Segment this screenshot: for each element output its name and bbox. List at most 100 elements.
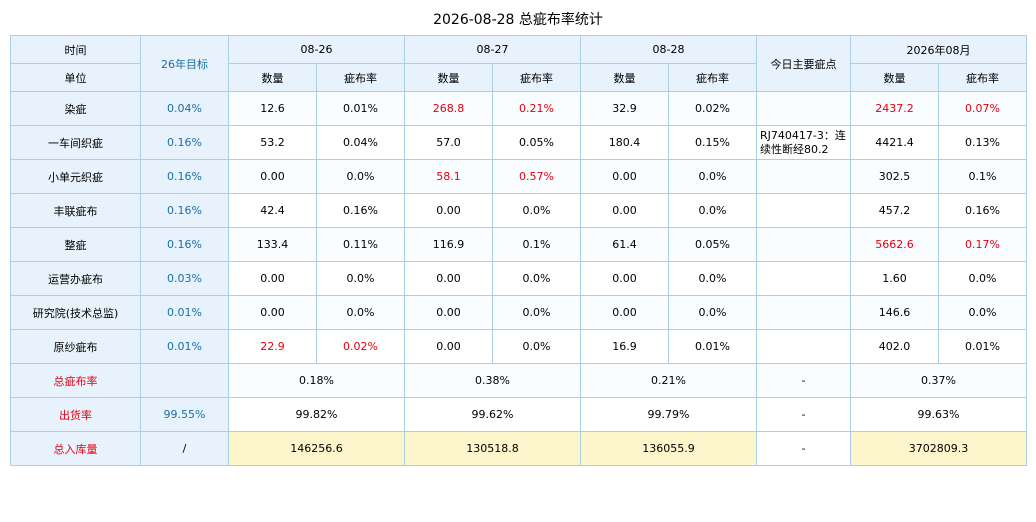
qty-cell: 12.6 [228,91,317,126]
summary-value-cell: 0.38% [404,363,581,398]
table-row: 整疵 0.16% 133.4 0.11% 116.9 0.1% 61.4 0.0… [10,227,1027,262]
qty-header: 数量 [850,63,939,92]
rate-header: 疵布率 [316,63,405,92]
rate-cell: 0.0% [492,329,581,364]
month-qty-cell: 5662.6 [850,227,939,262]
month-rate-cell: 0.01% [938,329,1027,364]
date-header-3: 08-28 [580,35,757,64]
month-rate-cell: 0.0% [938,261,1027,296]
month-header: 2026年08月 [850,35,1027,64]
rate-header: 疵布率 [492,63,581,92]
row-label: 研究院(技术总监) [10,295,141,330]
month-rate-cell: 0.0% [938,295,1027,330]
target-cell: 99.55% [140,397,229,432]
defect-note [756,329,851,364]
qty-cell: 32.9 [580,91,669,126]
inventory-value-cell: 130518.8 [404,431,581,466]
defect-note [756,91,851,126]
row-label: 整疵 [10,227,141,262]
summary-row-inventory: 总入库量 / 146256.6 130518.8 136055.9 - 3702… [10,431,1027,466]
qty-cell: 133.4 [228,227,317,262]
table-row: 原纱疵布 0.01% 22.9 0.02% 0.00 0.0% 16.9 0.0… [10,329,1027,364]
summary-value-cell: 99.82% [228,397,405,432]
defect-note [756,261,851,296]
qty-header: 数量 [404,63,493,92]
qty-cell: 0.00 [404,295,493,330]
summary-value-cell: 99.62% [404,397,581,432]
unit-header: 单位 [10,63,141,92]
summary-value-cell: 0.18% [228,363,405,398]
rate-cell: 0.04% [316,125,405,160]
rate-cell: 0.01% [316,91,405,126]
target-cell [140,363,229,398]
rate-cell: 0.0% [316,261,405,296]
month-qty-cell: 457.2 [850,193,939,228]
row-label: 总入库量 [10,431,141,466]
row-label: 出货率 [10,397,141,432]
target-cell: 0.16% [140,193,229,228]
defect-rate-table: 时间 26年目标 08-26 08-27 08-28 今日主要疵点 2026年0… [10,35,1027,466]
rate-cell: 0.02% [316,329,405,364]
defect-note: RJ740417-3：连续性断经80.2 [756,125,851,160]
row-label: 运营办疵布 [10,261,141,296]
inventory-value-cell: 136055.9 [580,431,757,466]
month-qty-cell: 2437.2 [850,91,939,126]
rate-cell: 0.21% [492,91,581,126]
defect-note [756,193,851,228]
qty-cell: 0.00 [228,261,317,296]
qty-cell: 0.00 [228,295,317,330]
table-row: 运营办疵布 0.03% 0.00 0.0% 0.00 0.0% 0.00 0.0… [10,261,1027,296]
qty-cell: 22.9 [228,329,317,364]
row-label: 一车间织疵 [10,125,141,160]
qty-cell: 58.1 [404,159,493,194]
month-qty-cell: 1.60 [850,261,939,296]
qty-cell: 53.2 [228,125,317,160]
rate-cell: 0.0% [668,159,757,194]
qty-cell: 0.00 [580,159,669,194]
header-row-1: 时间 26年目标 08-26 08-27 08-28 今日主要疵点 2026年0… [10,35,1027,92]
rate-cell: 0.0% [668,295,757,330]
rate-cell: 0.0% [316,159,405,194]
qty-cell: 57.0 [404,125,493,160]
rate-cell: 0.1% [492,227,581,262]
summary-value-cell: 99.79% [580,397,757,432]
target-cell: 0.16% [140,125,229,160]
qty-header: 数量 [580,63,669,92]
inventory-month-cell: 3702809.3 [850,431,1027,466]
qty-cell: 0.00 [404,261,493,296]
defect-note: - [756,431,851,466]
rate-header: 疵布率 [938,63,1027,92]
target-cell: 0.03% [140,261,229,296]
row-label: 染疵 [10,91,141,126]
rate-cell: 0.05% [492,125,581,160]
rate-header: 疵布率 [668,63,757,92]
month-rate-cell: 0.17% [938,227,1027,262]
qty-cell: 0.00 [580,295,669,330]
header-row-2: 单位 数量 疵布率 数量 疵布率 数量 疵布率 数量 疵布率 [10,63,1027,92]
inventory-value-cell: 146256.6 [228,431,405,466]
summary-value-cell: 0.21% [580,363,757,398]
month-qty-cell: 402.0 [850,329,939,364]
rate-cell: 0.0% [668,261,757,296]
summary-row-shipping-rate: 出货率 99.55% 99.82% 99.62% 99.79% - 99.63% [10,397,1027,432]
rate-cell: 0.02% [668,91,757,126]
target-header: 26年目标 [140,35,229,92]
month-qty-cell: 146.6 [850,295,939,330]
table-row: 染疵 0.04% 12.6 0.01% 268.8 0.21% 32.9 0.0… [10,91,1027,126]
qty-cell: 16.9 [580,329,669,364]
defect-note: - [756,363,851,398]
time-header: 时间 [10,35,141,64]
qty-cell: 268.8 [404,91,493,126]
rate-cell: 0.0% [492,193,581,228]
target-cell: 0.16% [140,159,229,194]
target-cell: 0.04% [140,91,229,126]
defect-note [756,295,851,330]
page-title: 2026-08-28 总疵布率统计 [433,12,603,28]
qty-cell: 0.00 [228,159,317,194]
defect-note: - [756,397,851,432]
row-label: 原纱疵布 [10,329,141,364]
rate-cell: 0.11% [316,227,405,262]
rate-cell: 0.0% [492,295,581,330]
qty-cell: 0.00 [404,193,493,228]
defect-note [756,159,851,194]
